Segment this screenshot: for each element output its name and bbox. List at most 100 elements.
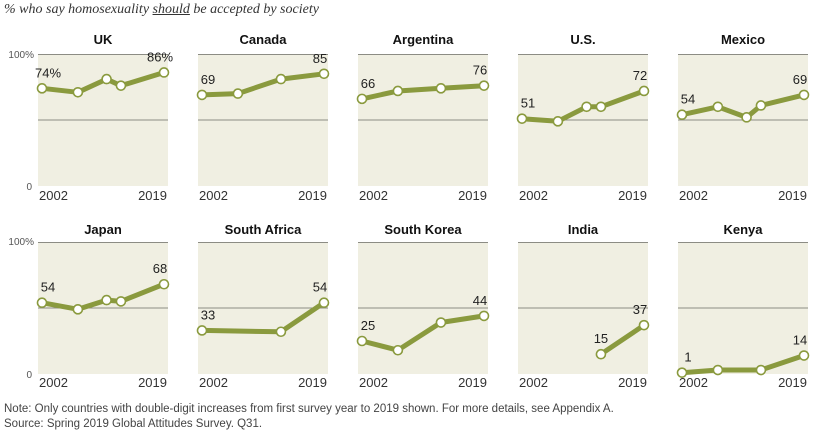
title-prefix: % who say homosexuality	[4, 2, 153, 17]
data-label-last-canada: 85	[313, 51, 327, 66]
data-label-first-south-africa: 33	[201, 307, 215, 322]
data-point-japan-2	[101, 294, 112, 306]
panel-title-south-korea: South Korea	[384, 222, 462, 237]
data-point-south-korea-1	[392, 344, 404, 356]
year-end-label-mexico: 2019	[778, 188, 807, 203]
data-label-last-japan: 68	[153, 261, 167, 276]
data-point-canada-2	[275, 73, 287, 85]
chart-title: % who say homosexuality should be accept…	[4, 2, 319, 18]
axis-top-label-row2: 100%	[8, 237, 34, 248]
panel-title-kenya: Kenya	[723, 222, 763, 237]
data-point-canada-3	[318, 68, 330, 80]
data-point-canada-0	[196, 89, 208, 101]
data-label-last-india: 37	[633, 302, 647, 317]
data-label-last-south-africa: 54	[313, 280, 327, 295]
data-label-first-uk: 74%	[35, 65, 61, 80]
data-point-argentina-1	[392, 85, 404, 97]
data-point-mexico-1	[712, 101, 724, 113]
data-label-first-kenya: 1	[684, 350, 691, 365]
data-label-last-argentina: 76	[473, 63, 487, 78]
series-line-argentina	[359, 83, 487, 102]
data-label-first-argentina: 66	[361, 76, 375, 91]
data-point-uk-0	[36, 83, 48, 94]
data-point-u-s-1	[552, 116, 564, 127]
year-start-label-mexico: 2002	[679, 188, 708, 203]
small-multiples-chart: UK 2002 2019 100% 0 74% 86% Canada 2002 2019 69 85 A…	[8, 32, 810, 390]
data-label-first-japan: 54	[41, 280, 55, 295]
year-start-label-south-africa: 2002	[199, 375, 228, 390]
data-point-uk-4	[158, 67, 170, 78]
data-point-u-s-3	[595, 101, 607, 113]
data-label-last-u-s: 72	[633, 68, 647, 83]
data-point-japan-0	[36, 297, 48, 309]
year-start-label-canada: 2002	[199, 188, 228, 203]
data-point-uk-2	[101, 73, 112, 85]
panel-title-argentina: Argentina	[393, 32, 454, 47]
year-start-label-uk: 2002	[39, 188, 68, 203]
data-point-argentina-2	[435, 83, 447, 94]
data-point-kenya-1	[712, 364, 724, 376]
source-text: Source: Spring 2019 Global Attitudes Sur…	[4, 418, 263, 430]
data-point-japan-3	[115, 296, 127, 307]
panel-title-uk: UK	[94, 32, 113, 47]
title-emphasis: should	[152, 2, 190, 17]
year-start-label-u-s: 2002	[519, 188, 548, 203]
data-point-south-africa-1	[275, 326, 287, 338]
data-point-uk-3	[115, 80, 127, 91]
data-point-kenya-3	[798, 350, 810, 361]
year-end-label-south-korea: 2019	[458, 375, 487, 390]
data-point-u-s-4	[638, 85, 650, 97]
series-line-india	[598, 322, 647, 357]
data-point-south-korea-0	[356, 335, 368, 347]
data-label-first-u-s: 51	[521, 96, 535, 111]
year-end-label-kenya: 2019	[778, 375, 807, 390]
year-end-label-u-s: 2019	[618, 188, 647, 203]
data-label-first-south-korea: 25	[361, 318, 375, 333]
data-point-japan-1	[72, 304, 84, 315]
data-label-first-mexico: 54	[681, 92, 695, 107]
data-point-uk-1	[72, 86, 84, 98]
note-text: Note: Only countries with double-digit i…	[4, 403, 614, 415]
data-point-argentina-3	[478, 80, 490, 91]
data-point-south-africa-0	[196, 325, 208, 336]
data-label-last-kenya: 14	[793, 333, 807, 348]
year-start-label-india: 2002	[519, 375, 548, 390]
data-point-mexico-0	[676, 109, 688, 121]
year-start-label-south-korea: 2002	[359, 375, 388, 390]
data-label-last-mexico: 69	[793, 72, 807, 87]
panel-title-mexico: Mexico	[721, 32, 765, 47]
series-line-canada	[199, 71, 327, 98]
panel-title-canada: Canada	[240, 32, 288, 47]
axis-bottom-label-row2: 0	[26, 370, 32, 381]
year-start-label-argentina: 2002	[359, 188, 388, 203]
data-point-india-0	[595, 348, 607, 360]
data-point-u-s-0	[516, 113, 528, 124]
year-start-label-japan: 2002	[39, 375, 68, 390]
data-label-last-uk: 86%	[147, 49, 173, 64]
panel-title-south-africa: South Africa	[225, 222, 303, 237]
data-point-argentina-0	[356, 93, 368, 105]
data-point-kenya-2	[755, 364, 767, 376]
year-end-label-south-africa: 2019	[298, 375, 327, 390]
data-label-last-south-korea: 44	[473, 293, 487, 308]
year-end-label-argentina: 2019	[458, 188, 487, 203]
title-suffix: be accepted by society	[189, 2, 319, 17]
axis-bottom-label-row1: 0	[26, 182, 32, 193]
series-line-kenya	[679, 353, 807, 376]
series-line-south-korea	[359, 313, 487, 353]
panel-title-japan: Japan	[84, 222, 122, 237]
data-point-kenya-0	[676, 367, 688, 378]
data-point-mexico-2	[741, 112, 752, 123]
axis-top-label-row1: 100%	[8, 50, 34, 61]
data-point-mexico-3	[755, 100, 767, 111]
data-label-first-india: 15	[594, 331, 608, 346]
data-point-india-1	[638, 319, 650, 331]
year-end-label-japan: 2019	[138, 375, 167, 390]
year-end-label-uk: 2019	[138, 188, 167, 203]
data-point-south-africa-2	[318, 297, 330, 309]
year-end-label-india: 2019	[618, 375, 647, 390]
panel-title-u-s: U.S.	[570, 32, 595, 47]
year-start-label-kenya: 2002	[679, 375, 708, 390]
footnotes: Note: Only countries with double-digit i…	[4, 402, 614, 432]
data-point-south-korea-3	[478, 310, 490, 322]
